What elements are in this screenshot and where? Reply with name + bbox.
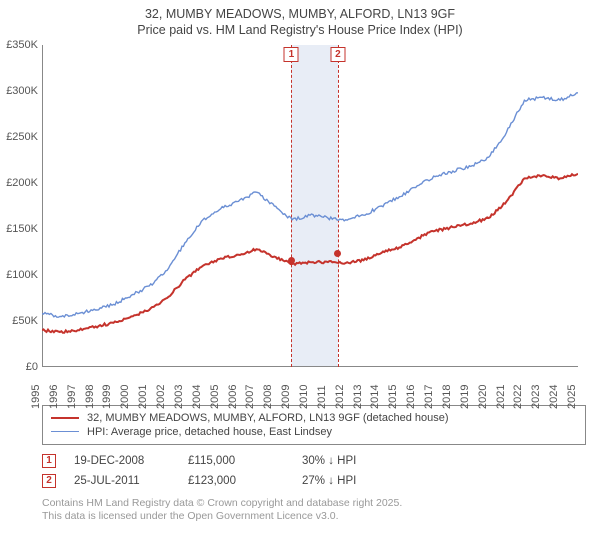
y-tick-label: £300K <box>6 85 38 97</box>
legend-swatch-red <box>51 417 79 419</box>
legend-row-series-blue: HPI: Average price, detached house, East… <box>51 425 577 439</box>
series-line <box>42 92 578 316</box>
sale-row-badge: 1 <box>42 454 56 468</box>
x-tick-label: 2020 <box>477 384 489 408</box>
x-tick-label: 2012 <box>334 384 346 408</box>
sale-row-price: £123,000 <box>188 475 284 487</box>
x-tick-label: 2007 <box>244 384 256 408</box>
x-tick-label: 1996 <box>48 384 60 408</box>
chart-title-block: 32, MUMBY MEADOWS, MUMBY, ALFORD, LN13 9… <box>0 0 600 41</box>
title-line-1: 32, MUMBY MEADOWS, MUMBY, ALFORD, LN13 9… <box>8 6 592 22</box>
legend-swatch-blue <box>51 431 79 432</box>
x-tick-label: 2019 <box>459 384 471 408</box>
x-tick-label: 1997 <box>66 384 78 408</box>
x-tick-label: 2013 <box>352 384 364 408</box>
x-tick-label: 2008 <box>262 384 274 408</box>
legend-label-blue: HPI: Average price, detached house, East… <box>87 426 332 438</box>
chart-svg <box>42 45 578 367</box>
sale-row: 2 25-JUL-2011 £123,000 27% ↓ HPI <box>42 471 586 491</box>
x-axis: 1995199619971998199920002001200220032004… <box>42 367 578 401</box>
x-tick-label: 2003 <box>173 384 185 408</box>
x-tick-label: 2015 <box>387 384 399 408</box>
x-tick-label: 2004 <box>191 384 203 408</box>
y-tick-label: £250K <box>6 131 38 143</box>
x-tick-label: 2021 <box>495 384 507 408</box>
x-tick-label: 2009 <box>280 384 292 408</box>
x-tick-label: 1998 <box>84 384 96 408</box>
x-tick-label: 2022 <box>512 384 524 408</box>
sale-row-price: £115,000 <box>188 455 284 467</box>
x-tick-label: 2023 <box>530 384 542 408</box>
x-tick-label: 2025 <box>566 384 578 408</box>
x-tick-label: 2018 <box>441 384 453 408</box>
sale-row-badge: 2 <box>42 474 56 488</box>
plot-region: 12 <box>42 45 578 367</box>
y-tick-label: £150K <box>6 223 38 235</box>
y-tick-label: £100K <box>6 269 38 281</box>
y-tick-label: £50K <box>12 315 38 327</box>
sale-row: 1 19-DEC-2008 £115,000 30% ↓ HPI <box>42 451 586 471</box>
x-tick-label: 2001 <box>137 384 149 408</box>
x-tick-label: 2016 <box>405 384 417 408</box>
sale-row-date: 25-JUL-2011 <box>74 475 170 487</box>
x-tick-label: 2014 <box>369 384 381 408</box>
sale-row-hpi: 30% ↓ HPI <box>302 455 398 467</box>
x-tick-label: 2006 <box>227 384 239 408</box>
y-tick-label: £0 <box>26 361 38 373</box>
x-tick-label: 1999 <box>101 384 113 408</box>
sale-table: 1 19-DEC-2008 £115,000 30% ↓ HPI 2 25-JUL-201… <box>42 451 586 491</box>
legend-label-red: 32, MUMBY MEADOWS, MUMBY, ALFORD, LN13 9… <box>87 412 449 424</box>
x-tick-label: 2005 <box>209 384 221 408</box>
legend-row-series-red: 32, MUMBY MEADOWS, MUMBY, ALFORD, LN13 9… <box>51 411 577 425</box>
sale-row-hpi: 27% ↓ HPI <box>302 475 398 487</box>
x-tick-label: 2024 <box>548 384 560 408</box>
y-tick-label: £200K <box>6 177 38 189</box>
x-tick-label: 2011 <box>316 385 328 409</box>
footer-line-1: Contains HM Land Registry data © Crown c… <box>42 497 586 511</box>
x-tick-label: 1995 <box>30 384 42 408</box>
x-tick-label: 2000 <box>119 384 131 408</box>
x-tick-label: 2017 <box>423 384 435 408</box>
sale-row-date: 19-DEC-2008 <box>74 455 170 467</box>
y-axis: £0£50K£100K£150K£200K£250K£300K£350K <box>0 45 42 367</box>
chart-area: £0£50K£100K£150K£200K£250K£300K£350K 12 … <box>0 41 586 401</box>
footer-attribution: Contains HM Land Registry data © Crown c… <box>42 497 586 524</box>
x-tick-label: 2010 <box>298 384 310 408</box>
legend: 32, MUMBY MEADOWS, MUMBY, ALFORD, LN13 9… <box>42 405 586 445</box>
footer-line-2: This data is licensed under the Open Gov… <box>42 510 586 524</box>
y-tick-label: £350K <box>6 39 38 51</box>
x-tick-label: 2002 <box>155 384 167 408</box>
series-line <box>42 173 578 332</box>
title-line-2: Price paid vs. HM Land Registry's House … <box>8 22 592 38</box>
